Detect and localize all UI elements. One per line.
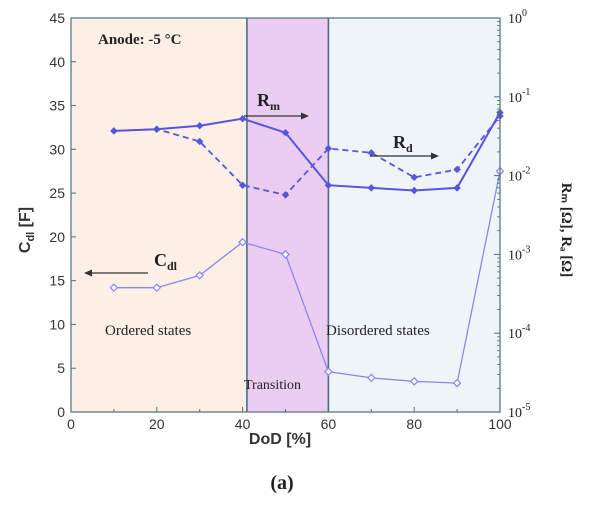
y-right-tick-label: 10-2	[508, 166, 530, 185]
y-right-tick-label: 10-4	[508, 323, 530, 342]
region-label-ordered: Ordered states	[105, 323, 191, 339]
series-Rd-point	[410, 173, 418, 182]
series-Rd-point	[238, 181, 247, 189]
x-tick-label: 80	[406, 416, 422, 432]
series-Rm-point	[367, 184, 376, 192]
annotation-title: Anode: -5 °C	[98, 32, 182, 48]
y-left-tick-label: 40	[49, 54, 65, 70]
y-axis-left-label: Cdl [F]	[17, 207, 37, 253]
series-Cdl-point	[281, 250, 290, 259]
y-axis-left: 0 5 10 15 20 25 30 35 40 45	[49, 10, 76, 420]
x-axis: 0 20 40 60 80 100	[67, 407, 512, 432]
region-layer	[71, 18, 500, 412]
y-left-tick-label: 45	[49, 10, 65, 26]
annotation-rm: Rm	[257, 90, 280, 113]
series-Cdl-point	[195, 271, 205, 280]
series-Rd-point	[281, 191, 290, 199]
series-Cdl-point	[152, 283, 162, 293]
y-axis-right: 10-5 10-4 10-3 10-2 10-1 100	[494, 8, 530, 421]
x-tick-label: 40	[235, 416, 251, 432]
series-Rm-point	[410, 186, 418, 195]
y-left-tick-label: 25	[49, 185, 65, 201]
annotation-cdl: Cdl	[154, 250, 178, 273]
y-right-tick-label: 10-1	[508, 87, 530, 106]
y-left-tick-label: 35	[49, 98, 65, 114]
x-tick-label: 100	[488, 416, 512, 432]
y-right-tick-label: 10-3	[508, 244, 530, 263]
series-Cdl-point	[238, 237, 247, 247]
series-Rm-line	[113, 112, 501, 192]
figure-caption: (a)	[270, 472, 293, 494]
series-layer	[109, 108, 505, 388]
region-label-transition: Transition	[244, 378, 301, 393]
series-Rd-point	[110, 127, 118, 135]
series-Rm-point	[324, 181, 333, 189]
y-right-tick-label: 10-5	[508, 402, 530, 421]
series-Cdl-point	[366, 373, 376, 383]
series-Rd-line	[113, 115, 501, 196]
series-Rm-point	[195, 121, 204, 130]
x-tick-label: 0	[67, 416, 75, 432]
y-left-tick-label: 0	[57, 404, 65, 420]
series-Rd-point	[324, 144, 333, 153]
series-Rd-point	[153, 125, 161, 133]
region-0	[71, 18, 247, 412]
y-left-tick-label: 5	[57, 360, 65, 376]
y-right-tick-label: 100	[508, 8, 527, 27]
series-Rm-point	[238, 114, 247, 123]
x-axis-label: DoD [%]	[249, 431, 311, 448]
x-tick-label: 20	[149, 416, 165, 432]
y-left-tick-label: 30	[49, 141, 65, 157]
x-tick-label: 60	[321, 416, 337, 432]
series-Cdl-point	[452, 378, 462, 388]
annotation-rd: Rd	[393, 132, 413, 155]
series-Cdl-point	[324, 367, 333, 377]
series-Rd-point	[453, 165, 461, 174]
y-left-tick-label: 20	[49, 229, 65, 245]
arrow-rm-head	[301, 112, 309, 120]
series-Rm-point	[281, 128, 290, 137]
series-Cdl-line	[113, 171, 501, 384]
region-2	[328, 18, 500, 412]
region-label-disordered: Disordered states	[326, 323, 430, 339]
series-Rd-point	[195, 137, 204, 146]
y-left-tick-label: 10	[49, 316, 65, 332]
arrow-rd-head	[431, 152, 439, 160]
y-axis-right-label: Rₘ [Ω], Rₐ [Ω]	[558, 183, 574, 277]
series-Cdl-point	[409, 377, 419, 386]
series-Cdl-point	[109, 283, 119, 293]
region-1	[246, 18, 329, 412]
arrow-cdl-head	[84, 269, 92, 277]
y-left-tick-label: 15	[49, 273, 65, 289]
series-Rm-point	[453, 184, 461, 192]
